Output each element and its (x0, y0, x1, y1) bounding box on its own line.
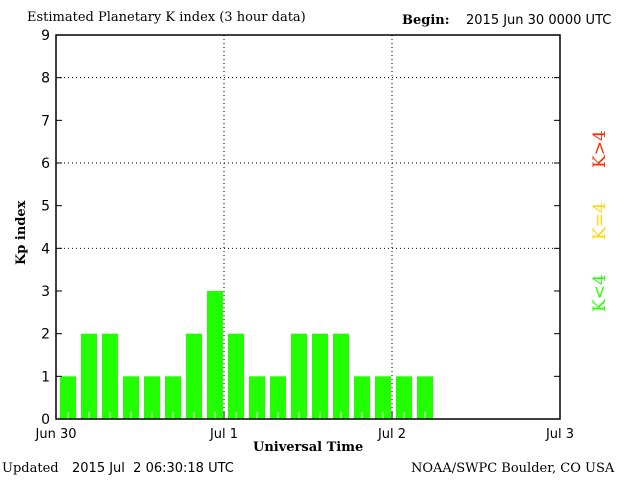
y-tick-label: 1 (41, 369, 50, 385)
kp-bar (333, 333, 349, 419)
kp-bar (81, 333, 97, 419)
kp-bar (60, 376, 76, 419)
x-tick-label: Jun 30 (35, 427, 77, 442)
kp-bar (186, 333, 202, 419)
plot-frame (55, 34, 561, 420)
kp-bar (144, 376, 160, 419)
kp-bar (417, 376, 433, 419)
y-tick-label: 7 (41, 113, 50, 129)
kp-bar (375, 376, 391, 419)
y-tick-label: 5 (41, 199, 50, 215)
y-tick-label: 8 (41, 71, 50, 87)
kp-bar (312, 333, 328, 419)
updated-label: Updated (2, 461, 59, 476)
kp-bar (396, 376, 412, 419)
x-tick-label: Jul 1 (209, 427, 238, 442)
y-tick-label: 0 (41, 412, 50, 428)
kp-bar (270, 376, 286, 419)
begin-label: Begin: (402, 13, 450, 28)
y-tick-label: 3 (41, 284, 50, 300)
kp-bar (291, 333, 307, 419)
x-tick-label: Jul 2 (377, 427, 406, 442)
begin-value: 2015 Jun 30 0000 UTC (466, 13, 612, 28)
x-axis-label: Universal Time (253, 440, 364, 455)
chart-title: Estimated Planetary K index (3 hour data… (27, 10, 306, 25)
kp-bar (354, 376, 370, 419)
kp-bar (228, 333, 244, 419)
kp-bar (123, 376, 139, 419)
y-tick-label: 2 (41, 327, 50, 343)
kp-bar (207, 291, 223, 419)
kp-bar (249, 376, 265, 419)
kp-bar (102, 333, 118, 419)
y-tick-label: 4 (41, 241, 50, 257)
y-tick-label: 6 (41, 156, 50, 172)
source-credit: NOAA/SWPC Boulder, CO USA (411, 461, 615, 476)
x-tick-label: Jul 3 (545, 427, 574, 442)
kp-bar (165, 376, 181, 419)
updated-value: 2015 Jul 2 06:30:18 UTC (72, 461, 234, 476)
y-tick-label: 9 (41, 28, 50, 44)
